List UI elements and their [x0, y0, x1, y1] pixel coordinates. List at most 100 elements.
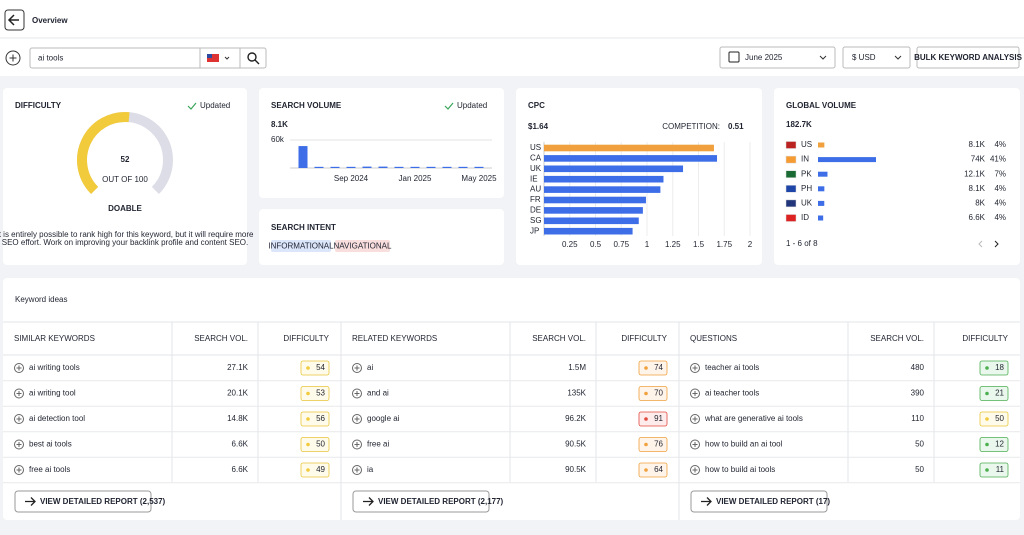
search-input[interactable] — [29, 47, 267, 69]
country-code: PH — [801, 184, 812, 193]
search-icon[interactable] — [247, 52, 257, 62]
difficulty-value: 50 — [316, 440, 325, 449]
report-button-label[interactable]: VIEW DETAILED REPORT (17) — [716, 497, 830, 506]
section-title: Keyword ideas — [15, 295, 67, 304]
search-volume: 50 — [915, 440, 924, 449]
card-label: SEARCH VOLUME — [271, 101, 342, 110]
keyword-link[interactable]: free ai tools — [29, 465, 70, 474]
currency-select[interactable] — [842, 46, 911, 69]
x-tick-label: Sep 2024 — [334, 174, 369, 183]
add-keyword[interactable] — [352, 439, 362, 450]
difficulty-dot — [644, 417, 648, 421]
bar — [378, 166, 388, 168]
flag — [785, 185, 797, 193]
x-tick-label: 1.75 — [716, 240, 732, 249]
report-button[interactable] — [352, 490, 490, 513]
x-tick-label: 0.75 — [613, 240, 629, 249]
column-header: RELATED KEYWORDS — [352, 334, 437, 343]
keyword-link[interactable]: ai detection tool — [29, 414, 85, 423]
add-keyword[interactable] — [352, 465, 362, 475]
bar — [818, 142, 825, 148]
add-keyword-icon — [354, 365, 360, 371]
difficulty-note: It is entirely possible to rank high for… — [0, 230, 254, 239]
add-keyword-icon — [16, 416, 22, 422]
date-select[interactable] — [719, 46, 836, 69]
add-keyword-icon — [692, 365, 698, 371]
column-header: DIFFICULTY — [962, 334, 1008, 343]
keyword-link[interactable]: and ai — [367, 389, 389, 398]
report-arrow — [701, 497, 712, 506]
pager-next[interactable] — [994, 240, 999, 248]
column-header: SEARCH VOL. — [194, 334, 248, 343]
difficulty-value: 11 — [996, 465, 1005, 474]
competition-label: COMPETITION: — [662, 122, 720, 131]
keyword-link[interactable]: google ai — [367, 414, 400, 423]
keyword-link[interactable]: ia — [367, 465, 374, 474]
keyword-link[interactable]: what are generative ai tools — [704, 414, 803, 423]
add-keyword[interactable] — [14, 414, 24, 424]
search-intent-card — [259, 209, 504, 265]
keyword-link[interactable]: ai writing tools — [29, 363, 80, 372]
report-button-label[interactable]: VIEW DETAILED REPORT (2,177) — [378, 497, 504, 506]
add-keyword[interactable] — [14, 363, 24, 373]
y-tick-label: US — [530, 143, 541, 152]
bar — [394, 166, 404, 168]
bar — [442, 166, 452, 168]
add-keyword[interactable] — [690, 414, 700, 424]
add-icon — [9, 54, 17, 62]
keyword-link[interactable]: free ai — [367, 440, 389, 449]
difficulty-dot — [306, 366, 310, 370]
add-keyword[interactable] — [14, 465, 24, 475]
country-code: PK — [801, 169, 812, 178]
keyword-link[interactable]: best ai tools — [29, 440, 72, 449]
keyword-link[interactable]: ai writing tool — [29, 389, 76, 398]
difficulty-value: 49 — [316, 465, 325, 474]
x-tick-label: 1.25 — [665, 240, 681, 249]
difficulty-value: 70 — [654, 389, 663, 398]
difficulty-value: 18 — [995, 363, 1004, 372]
add-keyword[interactable] — [352, 388, 362, 399]
add-keyword-icon — [16, 467, 22, 473]
difficulty-dot — [306, 391, 310, 396]
add-keyword[interactable] — [690, 439, 700, 450]
flag-us — [207, 54, 219, 62]
bar — [818, 157, 876, 163]
difficulty-badge — [979, 386, 1009, 401]
report-button-label[interactable]: VIEW DETAILED REPORT (2,537) — [40, 497, 166, 506]
keyword-link[interactable]: teacher ai tools — [705, 363, 759, 372]
bar — [544, 144, 714, 152]
keyword-link[interactable]: ai — [367, 363, 373, 372]
flag — [785, 141, 797, 149]
report-button[interactable] — [14, 490, 152, 513]
bulk-button-label[interactable]: BULK KEYWORD ANALYSIS — [914, 53, 1023, 62]
country-code: ID — [801, 213, 809, 222]
add-keyword[interactable] — [690, 363, 700, 373]
add-keyword[interactable] — [690, 465, 700, 475]
add-keyword[interactable] — [352, 414, 362, 424]
bar — [544, 175, 664, 183]
pager-prev[interactable] — [978, 240, 983, 248]
bar — [544, 196, 646, 204]
bar — [298, 146, 308, 168]
difficulty-dot — [985, 391, 989, 396]
keyword-link[interactable]: how to build an ai tool — [705, 440, 783, 449]
add-keyword[interactable] — [352, 363, 362, 373]
keyword-link[interactable]: ai teacher tools — [705, 389, 759, 398]
difficulty-value: 12 — [995, 440, 1004, 449]
add-keyword[interactable] — [690, 388, 700, 399]
add-keyword[interactable] — [14, 388, 24, 399]
bar — [314, 166, 324, 168]
keyword-link[interactable]: how to build ai tools — [705, 465, 775, 474]
bar — [818, 186, 825, 192]
card-label: CPC — [528, 101, 545, 110]
report-button[interactable] — [690, 490, 828, 513]
share-label: 4% — [994, 213, 1006, 222]
search-volume: 6.6K — [232, 440, 249, 449]
add-keyword-icon — [16, 442, 22, 447]
page-title: Overview — [32, 16, 68, 25]
check-icon — [444, 102, 454, 110]
difficulty-value: 56 — [316, 414, 325, 423]
bulk-button[interactable] — [916, 46, 1020, 69]
add-keyword[interactable] — [14, 439, 24, 450]
